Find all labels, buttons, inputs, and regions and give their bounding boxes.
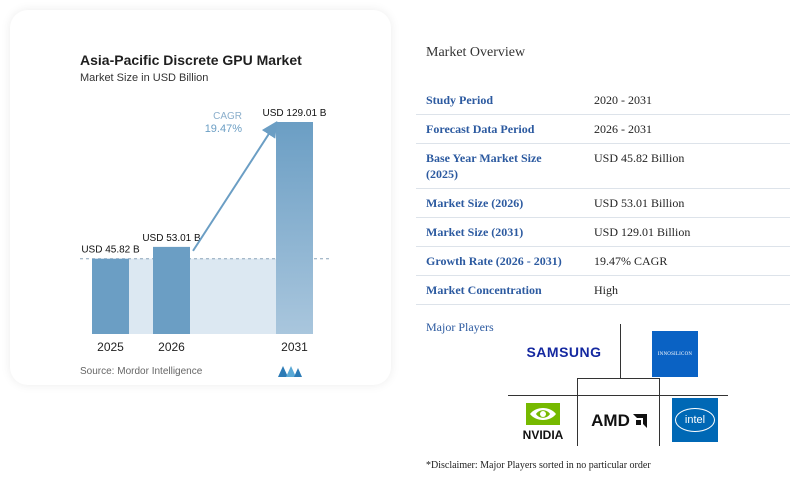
table-row: Base Year Market Size (2025) USD 45.82 B… — [416, 143, 790, 189]
row-value: USD 53.01 Billion — [584, 188, 790, 218]
chart-title: Asia-Pacific Discrete GPU Market — [80, 52, 302, 68]
bar — [92, 258, 129, 334]
table-row: Forecast Data Period 2026 - 2031 — [416, 114, 790, 144]
overview-title: Market Overview — [426, 45, 526, 60]
base-year-area — [129, 258, 276, 334]
bar-chart: USD 45.82 B 2025 USD 53.01 B 2026 USD 129.01… — [80, 108, 330, 354]
logo-divider — [659, 378, 660, 446]
row-label: Forecast Data Period — [416, 114, 584, 144]
cagr-label: CAGR — [213, 111, 242, 122]
nvidia-logo: NVIDIA — [512, 398, 574, 446]
row-value: USD 45.82 Billion — [584, 143, 790, 189]
nvidia-eye-icon — [526, 402, 560, 425]
row-label: Base Year Market Size (2025) — [416, 143, 584, 189]
row-label: Study Period — [416, 86, 584, 115]
row-label: Market Concentration — [416, 275, 584, 305]
row-value: USD 129.01 Billion — [584, 217, 790, 247]
row-label: Market Size (2031) — [416, 217, 584, 247]
logo-divider — [620, 324, 621, 378]
table-row: Market Concentration High — [416, 275, 790, 305]
bar — [276, 122, 313, 334]
x-tick-label: 2031 — [281, 340, 308, 354]
nvidia-logo-text: NVIDIA — [522, 427, 564, 442]
players-disclaimer: *Disclaimer: Major Players sorted in no … — [426, 460, 651, 471]
innosilicon-logo-text: INNOSILICON — [657, 351, 693, 357]
samsung-logo: SAMSUNG — [516, 340, 612, 364]
cagr-value: 19.47% — [205, 123, 243, 135]
row-value: 2020 - 2031 — [584, 86, 790, 115]
table-row: Market Size (2026) USD 53.01 Billion — [416, 188, 790, 218]
bar — [153, 246, 190, 334]
bar-data-label: USD 53.01 B — [142, 233, 201, 244]
row-label: Market Size (2026) — [416, 188, 584, 218]
row-label: Growth Rate (2026 - 2031) — [416, 246, 584, 276]
logo-divider — [577, 378, 659, 379]
row-value: High — [584, 275, 790, 305]
table-row: Study Period 2020 - 2031 — [416, 86, 790, 115]
bar-data-label: USD 129.01 B — [263, 108, 327, 119]
logo-divider — [508, 395, 728, 396]
x-tick-label: 2026 — [158, 340, 185, 354]
major-players-title: Major Players — [426, 320, 494, 334]
amd-logo: AMD — [582, 406, 656, 436]
amd-logo-text: AMD — [591, 411, 630, 430]
x-tick-label: 2025 — [97, 340, 124, 354]
row-value: 2026 - 2031 — [584, 114, 790, 144]
intel-logo: intel — [672, 398, 718, 442]
samsung-logo-text: SAMSUNG — [526, 344, 602, 360]
amd-arrow-icon — [632, 414, 647, 428]
table-row: Growth Rate (2026 - 2031) 19.47% CAGR — [416, 246, 790, 276]
mordor-logo-icon — [278, 366, 302, 377]
cagr-arrow — [192, 120, 278, 252]
table-row: Market Size (2031) USD 129.01 Billion — [416, 217, 790, 247]
innosilicon-logo: INNOSILICON — [652, 331, 698, 377]
intel-oval-icon: intel — [675, 408, 715, 432]
intel-logo-text: intel — [684, 414, 706, 426]
chart-source: Source: Mordor Intelligence — [80, 366, 203, 377]
overview-table: Study Period 2020 - 2031 Forecast Data P… — [416, 86, 790, 305]
market-overview-panel: Market Overview Study Period 2020 - 2031… — [416, 0, 800, 491]
row-value: 19.47% CAGR — [584, 246, 790, 276]
bar-data-label: USD 45.82 B — [81, 245, 140, 256]
chart-subtitle: Market Size in USD Billion — [80, 72, 209, 84]
logo-divider — [577, 378, 578, 446]
